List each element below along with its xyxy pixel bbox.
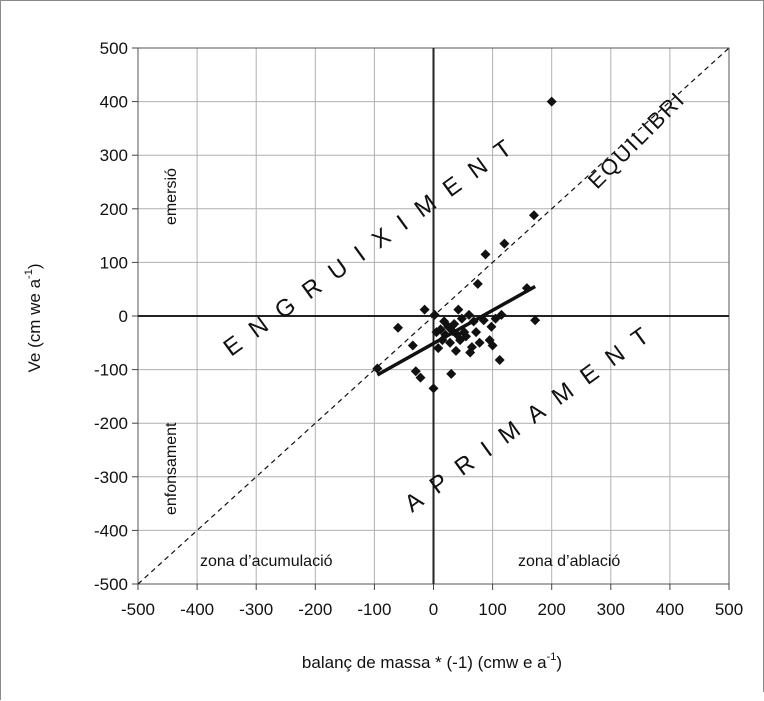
y-axis-title: Ve (cm we a-1) xyxy=(23,264,44,373)
y-tick-label: -500 xyxy=(94,575,128,594)
data-point xyxy=(410,366,421,377)
data-point xyxy=(530,315,541,326)
y-tick-label: 500 xyxy=(100,39,128,58)
x-axis-title: balanç de massa * (-1) (cmw e a-1) xyxy=(302,651,562,672)
annotation-zona-acumulacio: zona d’acumulació xyxy=(200,553,333,570)
data-point xyxy=(415,372,426,383)
data-point xyxy=(496,309,507,320)
data-point xyxy=(450,345,461,356)
data-point xyxy=(486,321,497,332)
y-tick-label: 300 xyxy=(100,146,128,165)
data-point xyxy=(372,363,383,374)
data-point xyxy=(446,368,457,379)
data-point xyxy=(461,331,472,342)
y-tick-label: 100 xyxy=(100,253,128,272)
y-tick-label: 400 xyxy=(100,93,128,112)
y-tick-label: -300 xyxy=(94,468,128,487)
x-tick-label: -400 xyxy=(180,600,214,619)
x-tick-label: 300 xyxy=(597,600,625,619)
data-point xyxy=(445,337,456,348)
data-point xyxy=(456,313,467,324)
x-tick-label: 0 xyxy=(429,600,438,619)
data-point xyxy=(453,304,464,315)
y-tick-label: -400 xyxy=(94,521,128,540)
y-tick-label: 0 xyxy=(119,307,128,326)
annotation-zona-ablacio: zona d’ablació xyxy=(518,553,620,570)
data-point xyxy=(463,309,474,320)
data-point xyxy=(528,210,539,221)
data-point xyxy=(428,383,439,394)
y-axis-title-sup: -1 xyxy=(23,269,35,279)
y-tick-label: -100 xyxy=(94,361,128,380)
x-axis-title-sup: -1 xyxy=(547,651,557,663)
x-tick-label: 200 xyxy=(538,600,566,619)
data-point xyxy=(393,322,404,333)
data-point xyxy=(433,343,444,354)
annotation-aprimament: APRIMAMENT xyxy=(400,314,667,518)
regression-layer xyxy=(376,284,537,377)
data-point xyxy=(435,324,446,335)
x-tick-label: 100 xyxy=(478,600,506,619)
annotation-enfonsament: enfonsament xyxy=(163,422,180,515)
annotation-equilibri: EQUILIBRI xyxy=(583,86,690,193)
x-tick-label: -500 xyxy=(121,600,155,619)
x-axis-title-main: balanç de massa * (-1) (cmw e a xyxy=(302,653,547,672)
data-point xyxy=(480,249,491,260)
y-axis-title-tail: ) xyxy=(25,264,44,270)
data-point xyxy=(449,319,460,330)
y-tick-label: -200 xyxy=(94,414,128,433)
data-point xyxy=(487,340,498,351)
data-point xyxy=(499,238,510,249)
x-tick-label: -100 xyxy=(357,600,391,619)
annotation-emersio: emersió xyxy=(163,168,180,225)
regression-line xyxy=(376,284,537,377)
data-point xyxy=(407,340,418,351)
data-point xyxy=(466,342,477,353)
data-point xyxy=(474,337,485,348)
tick-label-layer: -500 -400 -300 -200 -100 0 100 200 300 400 500 500 4… xyxy=(94,39,743,619)
data-point xyxy=(429,309,440,320)
data-point xyxy=(419,304,430,315)
x-axis-title-tail: ) xyxy=(556,653,562,672)
data-point xyxy=(471,327,482,338)
x-tick-label: -300 xyxy=(239,600,273,619)
y-axis-title-main: Ve (cm we a xyxy=(25,278,44,372)
points-layer xyxy=(372,96,557,394)
x-tick-label: 500 xyxy=(715,600,743,619)
data-point xyxy=(494,354,505,365)
y-tick-label: 200 xyxy=(100,200,128,219)
x-tick-label: -200 xyxy=(298,600,332,619)
data-point xyxy=(546,96,557,107)
annotation-engruiximent: ENGRUIXIMENT xyxy=(219,126,529,362)
x-tick-label: 400 xyxy=(656,600,684,619)
data-point xyxy=(472,278,483,289)
